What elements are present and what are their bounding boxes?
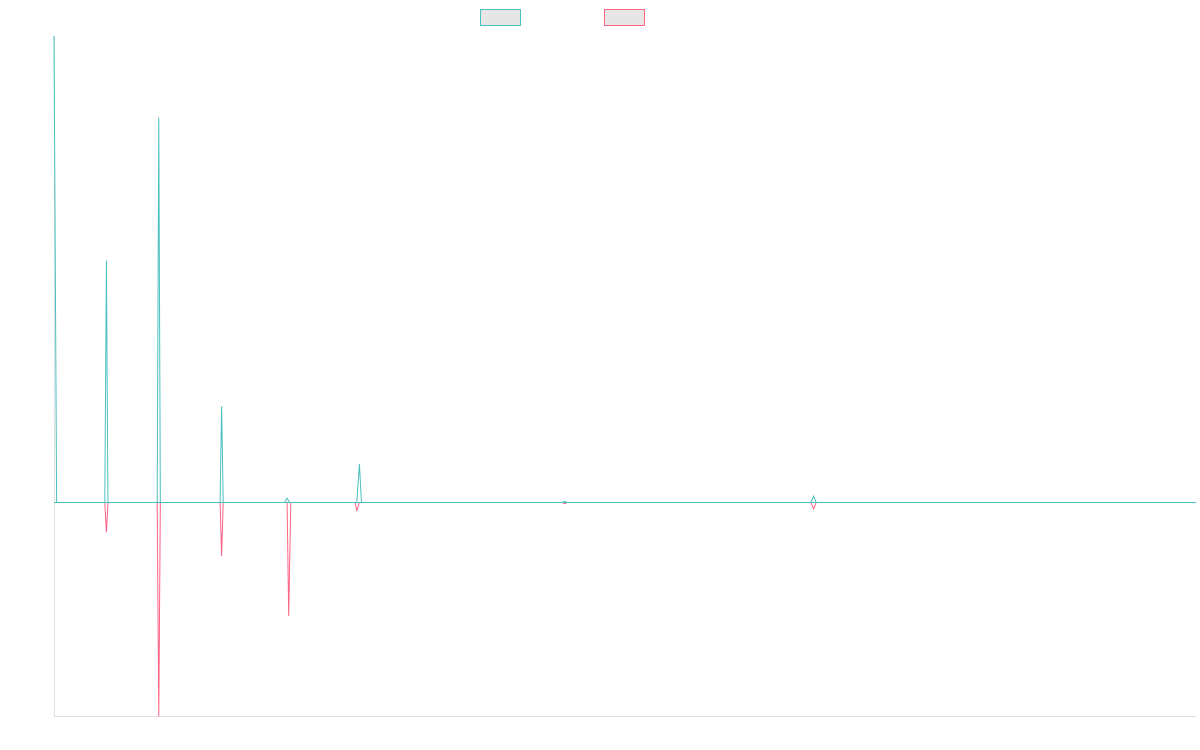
- axes: [54, 36, 1196, 717]
- series-line-b: [54, 502, 1196, 717]
- legend-swatch-series-b[interactable]: [604, 9, 645, 26]
- plot-area: [53, 35, 1196, 717]
- legend: [480, 9, 645, 26]
- legend-swatch-series-a[interactable]: [480, 9, 521, 26]
- series-line-a: [53, 35, 1196, 503]
